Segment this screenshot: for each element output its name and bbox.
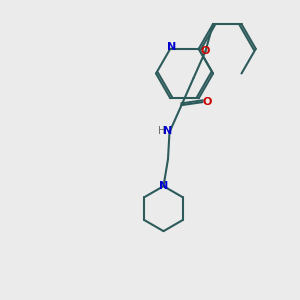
Text: O: O [201, 46, 210, 56]
Text: O: O [202, 97, 212, 107]
Text: N: N [167, 42, 176, 52]
Text: N: N [159, 181, 168, 191]
Text: H: H [158, 126, 166, 136]
Text: N: N [164, 126, 172, 136]
